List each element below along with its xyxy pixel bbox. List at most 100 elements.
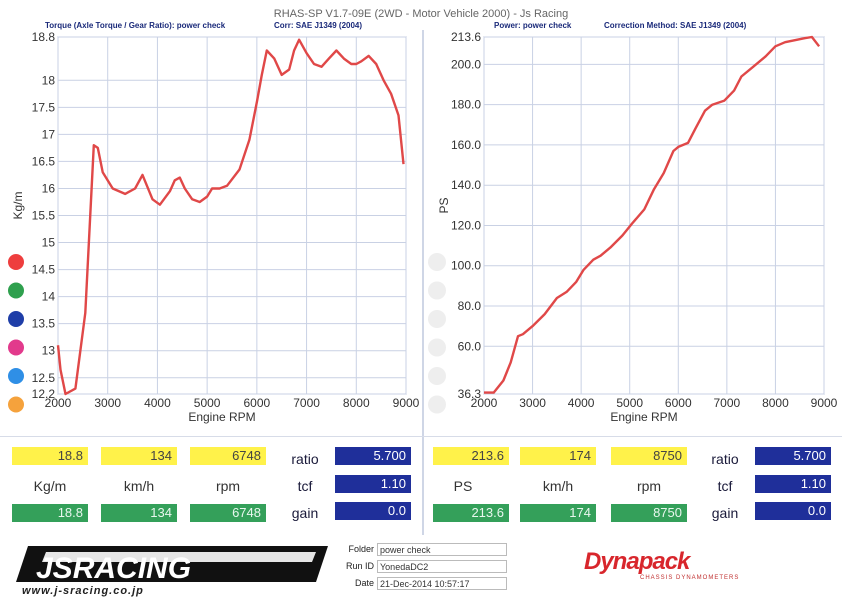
legend-dot-placeholder — [428, 310, 446, 328]
y-tick-label: 16.5 — [32, 154, 56, 168]
legend-dot-placeholder — [428, 395, 446, 414]
x-tick-label: 2000 — [45, 396, 72, 410]
y-tick-label: 12.5 — [32, 371, 56, 385]
tcf-label: tcf — [297, 478, 313, 494]
y-tick-label: 16 — [42, 181, 56, 195]
date-value: 21-Dec-2014 10:57:17 — [377, 577, 507, 590]
legend-dot — [8, 339, 24, 356]
power-ratio-value: 5.700 — [755, 447, 831, 465]
ratio-value: 5.700 — [335, 447, 411, 465]
plot-area — [483, 36, 825, 395]
x-tick-label: 8000 — [343, 396, 370, 410]
power-chart: 2000 3000 4000 5000 6000 7000 8000 9000 36.3 60.0… — [437, 30, 838, 424]
legend-dot-placeholder — [428, 338, 446, 357]
y-tick-label: 17 — [42, 127, 56, 141]
x-tick-label: 2000 — [471, 396, 498, 410]
power-unit-label: PS — [453, 478, 473, 494]
y-tick-label: 14 — [42, 290, 56, 304]
series-line — [484, 35, 821, 394]
folder-value: power check — [377, 543, 507, 556]
x-tick-label: 5000 — [616, 396, 643, 410]
power-rpm-value: 8750 — [611, 447, 687, 465]
power-rpm-gain-value: 8750 — [611, 504, 687, 522]
rpm-unit-label: rpm — [215, 478, 241, 494]
chart-divider — [422, 30, 424, 535]
torque-chart: 2000 3000 4000 5000 6000 7000 8000 9000 12.2 12.5… — [11, 30, 420, 424]
panel-separator — [0, 436, 842, 437]
power-gain-value: 213.6 — [433, 504, 509, 522]
x-tick-label: 9000 — [393, 396, 420, 410]
torque-rpm-value: 6748 — [190, 447, 266, 465]
tcf-value: 1.10 — [335, 475, 411, 493]
x-tick-label: 9000 — [811, 396, 838, 410]
ratio-label: ratio — [291, 451, 319, 467]
legend-dot — [8, 254, 24, 270]
power-subtitle: Power: power check — [494, 21, 572, 30]
y-tick-label: 100.0 — [451, 259, 481, 273]
torque-correction: Corr: SAE J1349 (2004) — [274, 21, 363, 30]
y-tick-label: 14.5 — [32, 263, 56, 277]
x-axis-label: Engine RPM — [610, 410, 677, 424]
dynapack-logo: Dynapack — [584, 548, 690, 575]
power-gain-label: gain — [711, 505, 739, 521]
legend-dots — [8, 253, 446, 414]
folder-label: Folder — [348, 544, 374, 554]
power-tcf-value: 1.10 — [755, 475, 831, 493]
gain-value: 0.0 — [335, 502, 411, 520]
logo-text: JSRACING — [36, 552, 191, 585]
power-speed-gain-value: 174 — [520, 504, 596, 522]
charts-svg: 2000 3000 4000 5000 6000 7000 8000 9000 12.2 12.5… — [8, 30, 838, 424]
rpm-gain-value: 6748 — [190, 504, 266, 522]
legend-dot — [8, 282, 24, 299]
x-tick-label: 6000 — [665, 396, 692, 410]
report-title: RHAS-SP V1.7-09E (2WD - Motor Vehicle 20… — [273, 8, 569, 20]
runid-value: YonedaDC2 — [377, 560, 507, 573]
x-tick-label: 4000 — [568, 396, 595, 410]
x-tick-label: 7000 — [293, 396, 320, 410]
y-tick-label: 13.5 — [32, 317, 56, 331]
y-tick-label: 18.8 — [32, 30, 56, 44]
y-tick-label: 15.5 — [32, 209, 56, 223]
y-axis-label: Kg/m — [11, 191, 25, 219]
power-ratio-label: ratio — [711, 451, 739, 467]
y-tick-label: 15 — [42, 236, 56, 250]
torque-peak-value: 18.8 — [12, 447, 88, 465]
date-label: Date — [354, 578, 374, 588]
y-tick-label: 140.0 — [451, 178, 481, 192]
y-tick-label: 160.0 — [451, 138, 481, 152]
torque-subtitle: Torque (Axle Torque / Gear Ratio): power… — [45, 21, 226, 30]
runid-label: Run ID — [345, 561, 374, 571]
torque-gain-value: 18.8 — [12, 504, 88, 522]
power-peak-value: 213.6 — [433, 447, 509, 465]
legend-dot-placeholder — [428, 367, 446, 385]
series-line — [56, 38, 405, 396]
y-tick-label: 120.0 — [451, 218, 481, 232]
speed-gain-value: 134 — [101, 504, 177, 522]
y-tick-label: 200.0 — [451, 57, 481, 71]
y-tick-label: 213.6 — [451, 30, 481, 44]
x-tick-label: 3000 — [519, 396, 546, 410]
x-tick-label: 5000 — [194, 396, 221, 410]
legend-dot — [8, 368, 24, 384]
x-tick-label: 6000 — [244, 396, 271, 410]
logo-url[interactable]: www.j-sracing.co.jp — [22, 585, 144, 597]
x-axis-label: Engine RPM — [188, 410, 255, 424]
torque-speed-value: 134 — [101, 447, 177, 465]
speed-unit-label: km/h — [123, 478, 155, 494]
y-tick-label: 60.0 — [458, 339, 482, 353]
power-tcf-label: tcf — [717, 478, 733, 494]
power-rpm-unit-label: rpm — [636, 478, 662, 494]
legend-dot — [8, 311, 24, 327]
js-racing-logo: JSRACING — [16, 546, 328, 585]
dynapack-subtitle: CHASSIS DYNAMOMETERS — [640, 575, 740, 581]
power-speed-unit-label: km/h — [542, 478, 574, 494]
power-gain-value-blue: 0.0 — [755, 502, 831, 520]
y-tick-label: 80.0 — [458, 299, 482, 313]
y-tick-label: 13 — [42, 344, 56, 358]
y-tick-label: 36.3 — [458, 387, 482, 401]
x-tick-label: 4000 — [144, 396, 171, 410]
y-tick-label: 17.5 — [32, 100, 56, 114]
power-speed-value: 174 — [520, 447, 596, 465]
y-tick-label: 18 — [42, 73, 56, 87]
y-axis-label: PS — [437, 197, 451, 213]
